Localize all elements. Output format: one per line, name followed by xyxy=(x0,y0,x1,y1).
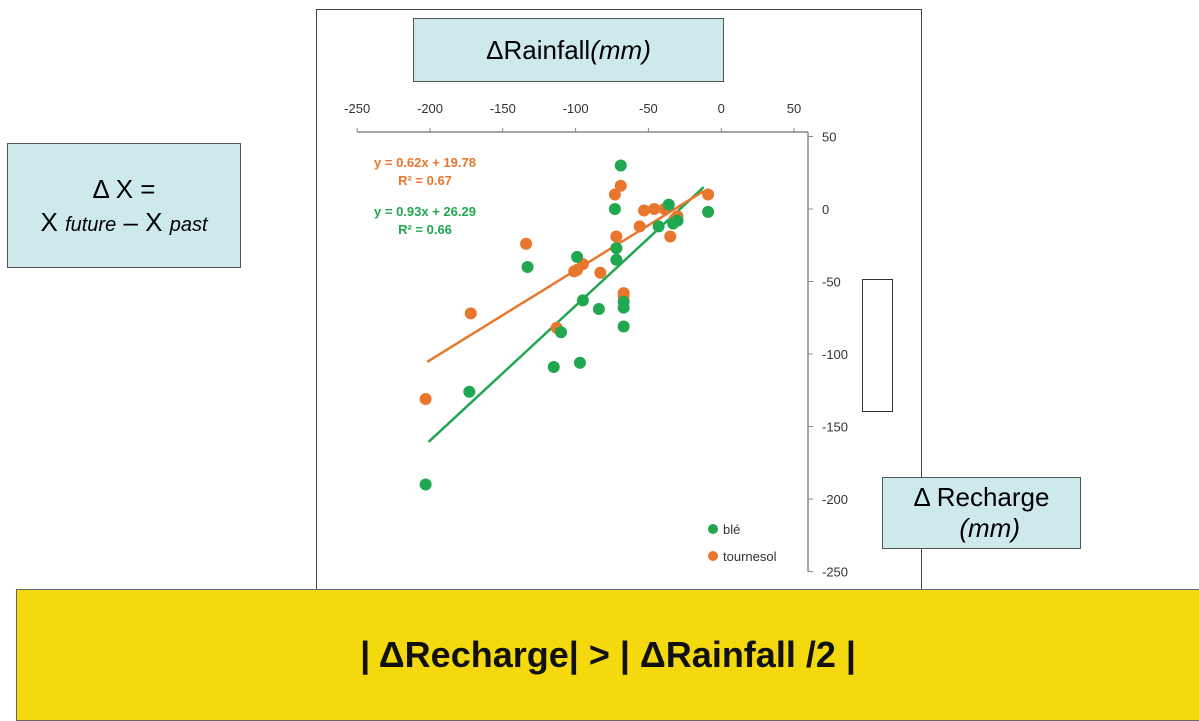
y-tick-label: -100 xyxy=(822,347,848,362)
x-tick-label: -250 xyxy=(344,101,370,116)
y-tick-label: -150 xyxy=(822,420,848,435)
x-axis-title-box: Δ Rainfall (mm) xyxy=(413,18,724,82)
y-tick-label: -50 xyxy=(822,275,841,290)
point-tournesol xyxy=(638,204,651,217)
point-ble xyxy=(547,361,560,374)
y-tick-label: -200 xyxy=(822,492,848,507)
point-ble xyxy=(463,385,476,398)
x-tick-label: -150 xyxy=(490,101,516,116)
point-tournesol xyxy=(520,237,533,250)
definition-line-1: Δ X = xyxy=(92,174,156,204)
point-tournesol xyxy=(633,220,646,233)
point-tournesol xyxy=(419,392,432,405)
definition-x-future: X xyxy=(40,206,66,237)
point-ble xyxy=(614,159,627,172)
x-tick-label: -50 xyxy=(639,101,658,116)
legend-label-tournesol: tournesol xyxy=(723,549,777,564)
legend-marker-ble xyxy=(708,524,718,534)
y-axis-title-box: Δ Recharge (mm) xyxy=(882,477,1081,549)
point-ble xyxy=(573,356,586,369)
point-ble xyxy=(662,198,675,211)
legend: blé tournesol xyxy=(708,522,777,564)
point-tournesol xyxy=(664,230,677,243)
point-ble xyxy=(610,253,623,266)
data-points xyxy=(419,159,715,491)
point-ble xyxy=(608,203,621,215)
x-axis-title: Rainfall xyxy=(503,34,591,65)
point-tournesol xyxy=(608,188,621,201)
x-axis-unit: (mm) xyxy=(590,34,651,65)
x-tick-label: -100 xyxy=(563,101,589,116)
legend-label-ble: blé xyxy=(723,522,740,537)
x-tick-label: -200 xyxy=(417,101,443,116)
point-tournesol xyxy=(594,266,607,279)
definition-past: past xyxy=(169,213,208,236)
point-ble xyxy=(617,320,630,333)
r2-ble: R² = 0.66 xyxy=(398,222,452,237)
equation-ble: y = 0.93x + 26.29 xyxy=(374,204,476,219)
point-tournesol xyxy=(648,203,661,215)
y-tick-label: 0 xyxy=(822,202,829,217)
y-axis-unit: (mm) xyxy=(959,513,1020,544)
definition-future: future xyxy=(65,213,117,236)
point-ble xyxy=(702,205,715,218)
point-tournesol xyxy=(617,287,630,300)
definition-x-past: – X xyxy=(116,206,170,237)
blank-rectangle xyxy=(862,279,893,412)
definition-line-2: X future – X past xyxy=(8,206,240,239)
y-tick-label: 50 xyxy=(822,130,836,145)
equation-tournesol: y = 0.62x + 19.78 xyxy=(374,155,476,170)
axes: -250 -200 -150 -100 -50 0 50 50 0 -50 -100 -150 -200… xyxy=(344,101,848,580)
point-ble xyxy=(521,261,534,273)
point-ble xyxy=(592,303,605,316)
point-ble xyxy=(610,242,623,255)
r2-tournesol: R² = 0.67 xyxy=(398,173,452,188)
y-axis-title: Δ Recharge xyxy=(913,482,1050,512)
point-ble xyxy=(576,294,589,307)
point-tournesol xyxy=(614,179,627,192)
point-ble xyxy=(652,220,665,233)
point-ble xyxy=(555,326,568,339)
trend-line-tournesol xyxy=(426,190,705,363)
point-tournesol xyxy=(702,188,715,201)
inequality-banner: | ΔRecharge| > | ΔRainfall /2 | xyxy=(16,589,1199,721)
x-tick-label: 0 xyxy=(718,101,725,116)
point-ble xyxy=(419,478,432,491)
x-tick-label: 50 xyxy=(787,101,801,116)
point-tournesol xyxy=(464,307,477,320)
legend-marker-tournesol xyxy=(708,551,718,561)
point-ble xyxy=(671,214,684,227)
delta-symbol: Δ xyxy=(486,34,504,65)
delta-definition-box: Δ X = X future – X past xyxy=(7,143,241,268)
point-ble xyxy=(617,295,630,308)
point-tournesol xyxy=(610,230,623,243)
y-tick-label: -250 xyxy=(822,565,848,580)
point-ble xyxy=(571,250,584,263)
